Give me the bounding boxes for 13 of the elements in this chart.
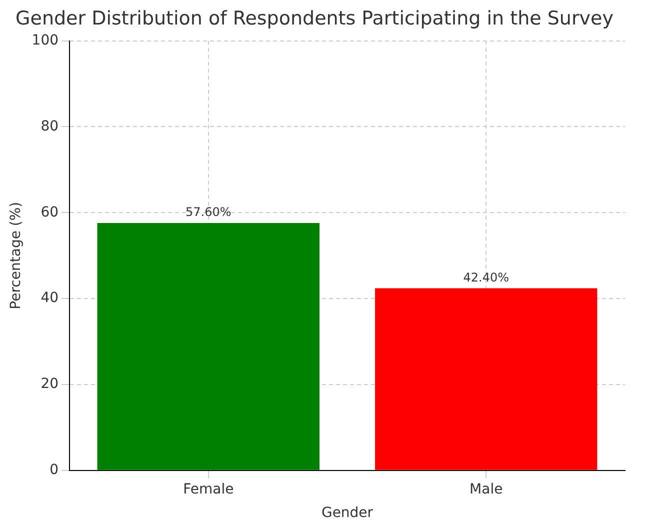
y-tick-label: 40: [40, 290, 59, 306]
data-label: 57.60%: [186, 205, 232, 220]
x-tick-label: Female: [183, 481, 234, 498]
x-tick-label: Male: [470, 481, 503, 498]
y-tick-label: 80: [40, 118, 59, 134]
y-tick-label: 0: [50, 462, 59, 478]
y-tick-label: 60: [40, 204, 59, 220]
chart-title: Gender Distribution of Respondents Participating in the Survey: [16, 7, 614, 30]
y-tick-label: 100: [32, 32, 59, 48]
y-axis-title: Percentage (%): [8, 202, 24, 310]
data-label: 42.40%: [463, 270, 510, 284]
y-tick-label: 20: [40, 376, 59, 392]
x-axis-title: Gender: [321, 505, 374, 522]
